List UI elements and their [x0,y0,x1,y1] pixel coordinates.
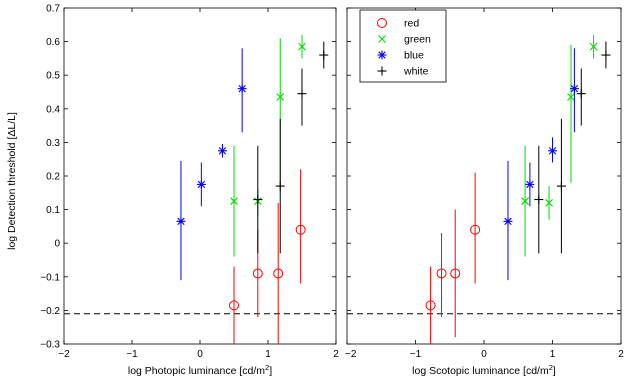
y-tick-label: −0.2 [40,306,60,317]
legend-marker-green [378,35,386,43]
y-tick-label: 0 [54,239,60,250]
legend-label-green: green [404,34,431,46]
left-panel: −2 −1 0 1 2 −0.3 −0.2 −0.1 0 0.1 0.2 0.3 0.4 0.5 0.6 0.… [40,4,339,378]
x-tick-label: 0 [481,349,487,360]
white-point [556,181,566,191]
legend-marker-red [377,18,387,28]
y-tick-label: 0.7 [46,4,60,15]
red-point [273,268,284,279]
y-tick-label: 0.5 [46,71,60,82]
x-axis-label: log Scotopic luminance [cd/m2] [412,363,556,377]
blue-point [176,216,186,226]
legend-label-red: red [404,18,419,30]
blue-point [196,179,206,189]
green-point [521,197,529,206]
y-tick-label: 0.6 [46,37,60,48]
x-tick-label: −1 [410,349,422,360]
legend-box [359,9,447,83]
white-point [319,50,329,60]
blue-point [217,146,227,156]
y-tick-label: 0.3 [46,138,60,149]
x-tick-label: 1 [265,349,271,360]
white-point [576,89,586,99]
y-tick-label: −0.1 [40,272,60,283]
y-tick-label: 0.1 [46,205,60,216]
red-point [425,300,436,311]
blue-point [525,179,535,189]
white-point [297,89,307,99]
red-point [229,300,239,311]
legend: red green blue white [359,9,447,83]
red-point [252,268,263,279]
red-point [436,268,447,279]
white-point [275,181,285,191]
green-point [589,42,598,51]
green-point [545,198,553,207]
white-point [601,50,611,60]
blue-point [548,146,557,156]
x-tick-label: −2 [345,349,357,360]
legend-label-blue: blue [404,50,424,62]
red-point [470,224,481,235]
green-point [298,42,306,51]
blue-point [503,216,513,226]
white-point [253,195,263,205]
axes-frame [63,7,337,345]
green-point [230,197,238,206]
legend-marker-white [377,66,387,76]
x-axis-label: log Photopic luminance [cd/m2] [128,363,272,377]
red-point [450,268,461,279]
blue-point [569,84,579,94]
y-tick-label: −0.3 [40,340,60,351]
y-tick-label: 0.2 [46,172,60,183]
legend-marker-blue [377,50,387,60]
x-tick-label: 2 [618,349,624,360]
y-tick-label: 0.4 [46,104,60,115]
legend-label-white: white [403,66,429,78]
y-axis-label: log Detection threshold [ΔL/L] [6,112,18,250]
x-tick-label: −2 [58,349,70,360]
green-point [567,93,575,101]
x-tick-label: 0 [197,349,203,360]
x-tick-label: 1 [550,349,556,360]
white-point [534,195,544,205]
blue-point [237,84,247,94]
x-tick-label: −1 [126,349,138,360]
right-panel: −1 0 1 2 log Scotopic luminance [cd/m2] red gr… [345,7,624,377]
green-point [276,93,285,101]
x-tick-label: 2 [333,349,339,360]
red-point [295,224,306,235]
